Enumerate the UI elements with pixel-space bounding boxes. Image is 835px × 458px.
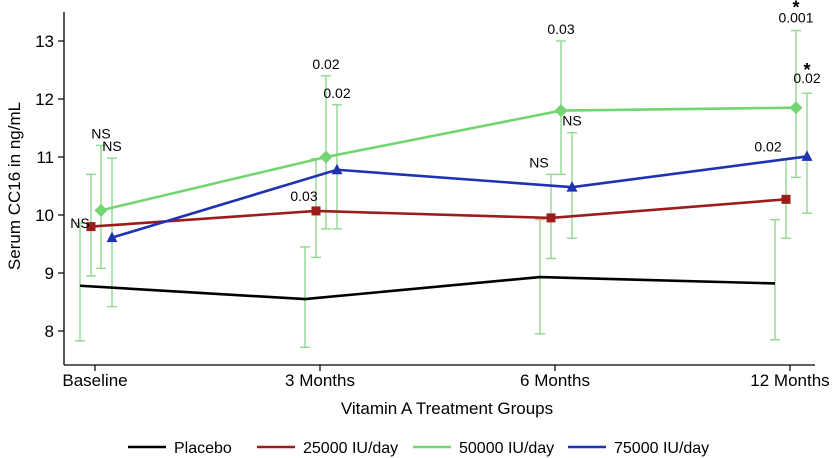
series-50000-iu-day-marker <box>94 203 108 217</box>
series-25000-iu-day-marker <box>781 194 791 204</box>
series-25000-iu-day-marker <box>546 213 556 223</box>
series-75000-iu-day-annotation: 0.02 <box>793 70 820 86</box>
y-tick-label: 13 <box>35 32 54 51</box>
series-25000-iu-day-annotation: 0.02 <box>754 139 781 155</box>
series-75000-iu-day-marker <box>566 181 578 192</box>
series-25000-iu-day-annotation: NS <box>70 215 89 231</box>
x-tick-label: 12 Months <box>750 371 829 390</box>
x-ticks: Baseline 3 Months 6 Months 12 Months <box>62 365 830 390</box>
y-tick-label: 9 <box>45 264 54 283</box>
series-lines <box>79 106 808 301</box>
annotations: NS0.03NS0.02NS0.020.030.001NS0.02NS0.02*… <box>70 0 821 231</box>
legend-item-75000-iu-day: 75000 IU/day <box>568 440 709 457</box>
series-75000-iu-day-marker <box>106 231 118 243</box>
x-tick-label: Baseline <box>62 371 127 390</box>
legend-label: 50000 IU/day <box>459 440 554 457</box>
legend-item-placebo: Placebo <box>128 440 232 457</box>
series-75000-iu-day-marker <box>331 163 343 175</box>
x-axis-title: Vitamin A Treatment Groups <box>341 399 553 418</box>
error-bars <box>75 29 812 348</box>
series-50000-iu-day-annotation: 0.02 <box>312 56 339 72</box>
series-25000-iu-day-annotation: NS <box>529 154 548 170</box>
y-tick-label: 8 <box>45 322 54 341</box>
series-25000-iu-day-marker <box>86 222 96 232</box>
series-25000-iu-day-line <box>90 198 787 228</box>
legend: Placebo 25000 IU/day 50000 IU/day 75000 IU/… <box>128 440 709 457</box>
series-75000-iu-day-annotation: NS <box>102 138 121 154</box>
x-tick-label: 3 Months <box>285 371 355 390</box>
series-50000-iu-day-annotation: NS <box>91 125 110 141</box>
legend-label: Placebo <box>174 440 232 457</box>
x-tick-label: 6 Months <box>520 371 590 390</box>
series-50000-iu-day-marker <box>789 101 803 115</box>
series-placebo-line <box>79 275 776 301</box>
series-25000-iu-day-marker <box>311 206 321 216</box>
series-50000-iu-day-line <box>100 106 797 212</box>
y-tick-label: 11 <box>36 148 54 167</box>
series-75000-iu-day-marker <box>801 150 813 161</box>
legend-item-25000-iu-day: 25000 IU/day <box>257 440 398 457</box>
significance-star: * <box>803 60 810 80</box>
legend-label: 75000 IU/day <box>614 440 709 457</box>
series-25000-iu-day-annotation: 0.03 <box>290 188 317 204</box>
series-50000-iu-day-annotation: 0.03 <box>547 21 574 37</box>
significance-star: * <box>792 0 799 18</box>
series-50000-iu-day-marker <box>554 104 568 118</box>
series-50000-iu-day-marker <box>319 150 333 164</box>
y-axis-title: Serum CC16 in ng/mL <box>5 102 24 270</box>
legend-item-50000-iu-day: 50000 IU/day <box>413 440 554 457</box>
y-tick-label: 10 <box>35 206 54 225</box>
series-75000-iu-day-annotation: 0.02 <box>323 85 350 101</box>
axes <box>63 12 815 366</box>
series-75000-iu-day-line <box>111 155 808 239</box>
legend-label: 25000 IU/day <box>303 440 398 457</box>
series-75000-iu-day-annotation: NS <box>562 113 581 129</box>
y-ticks: 8 9 10 11 12 13 <box>35 32 64 341</box>
series-markers <box>86 101 813 243</box>
series-50000-iu-day-annotation: 0.001 <box>778 10 813 26</box>
y-tick-label: 12 <box>35 90 54 109</box>
